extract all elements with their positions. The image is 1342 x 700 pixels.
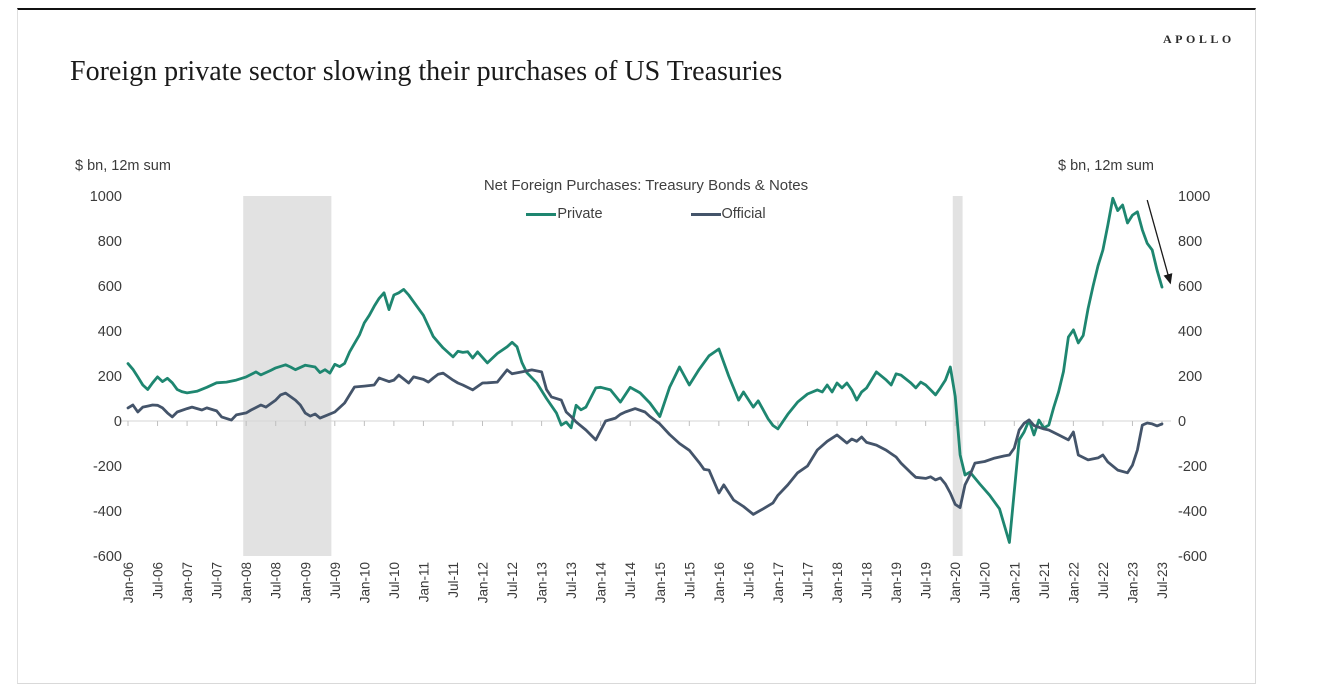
- chart-title: Net Foreign Purchases: Treasury Bonds & …: [483, 177, 809, 194]
- y-tick-label-right: 1000: [1178, 189, 1210, 205]
- y-tick-label-right: 200: [1178, 369, 1202, 385]
- left-axis-unit: $ bn, 12m sum: [75, 158, 171, 174]
- x-tick-label: Jul-10: [387, 562, 402, 599]
- y-tick-label-left: 400: [98, 324, 122, 340]
- y-tick-label-left: -200: [93, 459, 122, 475]
- x-tick-label: Jul-22: [1096, 562, 1111, 599]
- y-tick-label-left: -400: [93, 504, 122, 520]
- page-title: Foreign private sector slowing their pur…: [70, 56, 783, 87]
- legend-label-official: Official: [721, 206, 766, 222]
- x-tick-label: Jul-18: [860, 562, 875, 599]
- y-tick-label-left: 0: [114, 414, 122, 430]
- x-tick-label: Jul-08: [269, 562, 284, 599]
- y-tick-label-left: 800: [98, 234, 122, 250]
- apollo-logo: APOLLO: [1163, 32, 1235, 46]
- y-tick-label-right: -400: [1178, 504, 1207, 520]
- x-tick-label: Jul-11: [446, 562, 461, 598]
- declining-trend-arrow: [1146, 199, 1173, 285]
- legend-label-private: Private: [557, 206, 603, 222]
- y-tick-label-right: 800: [1178, 234, 1202, 250]
- x-tick-label: Jan-10: [357, 562, 372, 603]
- x-tick-label: Jul-17: [800, 562, 815, 599]
- legend-item-private: Private: [526, 206, 603, 222]
- x-tick-label: Jan-19: [889, 562, 904, 603]
- x-tick-label: Jul-16: [741, 562, 756, 599]
- x-tick-label: Jul-20: [978, 562, 993, 599]
- x-tick-label: Jan-17: [771, 562, 786, 603]
- legend: Private Official: [296, 206, 996, 222]
- x-tick-label: Jul-12: [505, 562, 520, 599]
- x-tick-label: Jan-20: [948, 562, 963, 603]
- x-tick-label: Jan-16: [712, 562, 727, 603]
- x-tick-label: Jan-13: [535, 562, 550, 603]
- recession-band: [952, 196, 963, 556]
- y-tick-label-right: -200: [1178, 459, 1207, 475]
- x-tick-label: Jul-07: [210, 562, 225, 599]
- slide-frame: [17, 8, 1256, 684]
- x-tick-label: Jan-08: [239, 562, 254, 603]
- x-tick-label: Jul-06: [151, 562, 166, 599]
- x-tick-label: Jan-23: [1125, 562, 1140, 603]
- private-line-swatch: [526, 212, 557, 216]
- x-tick-label: Jan-11: [416, 562, 431, 602]
- x-tick-label: Jan-07: [180, 562, 195, 603]
- x-tick-label: Jul-21: [1037, 562, 1052, 599]
- recession-band: [243, 196, 332, 556]
- official-line-swatch: [690, 212, 721, 216]
- y-tick-label-right: -600: [1178, 549, 1207, 565]
- y-tick-label-right: 600: [1178, 279, 1202, 295]
- x-tick-label: Jan-15: [653, 562, 668, 603]
- x-tick-label: Jan-12: [476, 562, 491, 603]
- y-tick-label-right: 0: [1178, 414, 1186, 430]
- x-tick-label: Jul-14: [623, 562, 638, 599]
- y-tick-label-left: 200: [98, 369, 122, 385]
- y-tick-label-left: -600: [93, 549, 122, 565]
- x-tick-label: Jan-14: [594, 562, 609, 604]
- x-tick-label: Jul-13: [564, 562, 579, 599]
- y-tick-label-left: 600: [98, 279, 122, 295]
- x-tick-label: Jul-09: [328, 562, 343, 599]
- official-series-line: [126, 368, 1164, 516]
- x-tick-label: Jan-06: [121, 562, 136, 603]
- x-tick-label: Jan-22: [1066, 562, 1081, 603]
- legend-item-official: Official: [690, 206, 766, 222]
- x-tick-label: Jan-09: [298, 562, 313, 603]
- x-tick-label: Jan-18: [830, 562, 845, 603]
- x-tick-label: Jul-15: [682, 562, 697, 599]
- y-tick-label-right: 400: [1178, 324, 1202, 340]
- x-tick-label: Jan-21: [1007, 562, 1022, 603]
- x-tick-label: Jul-23: [1155, 562, 1170, 599]
- y-tick-label-left: 1000: [90, 189, 122, 205]
- x-tick-label: Jul-19: [919, 562, 934, 599]
- right-axis-unit: $ bn, 12m sum: [1058, 158, 1154, 174]
